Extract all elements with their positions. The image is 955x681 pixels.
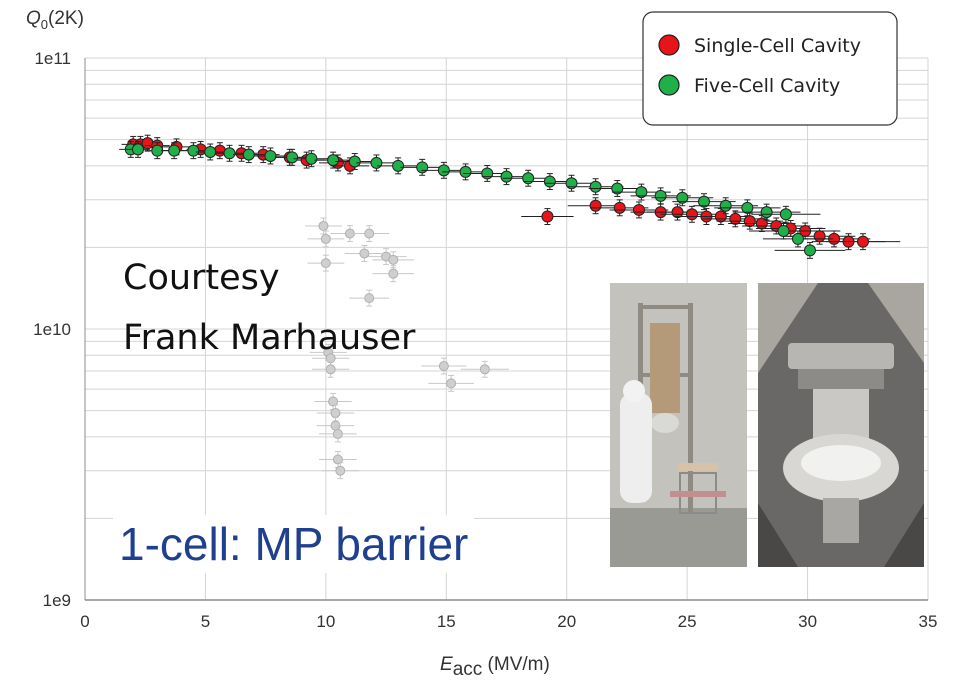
data-point (332, 454, 343, 465)
data-point (325, 364, 336, 375)
data-point (698, 195, 711, 208)
data-point (654, 189, 667, 202)
courtesy-annotation: Courtesy Frank Marhauser (123, 248, 415, 368)
data-point (437, 164, 450, 177)
data-point (305, 152, 318, 165)
axes: 0 5 10 15 20 25 30 35 1e9 1e10 1e11 Q0(2K) Eacc (MV/… (26, 8, 937, 680)
cleanroom-assembly-photo (610, 283, 747, 567)
x-tick-label: 0 (80, 612, 89, 631)
data-point (388, 254, 399, 265)
courtesy-line-1: Courtesy (123, 258, 280, 298)
data-point (348, 155, 361, 168)
data-point (318, 220, 329, 231)
y-tick-label: 1e9 (43, 591, 71, 610)
data-point (388, 268, 399, 279)
data-point (335, 465, 346, 476)
data-point (741, 201, 754, 214)
data-point (416, 161, 429, 174)
data-point (204, 145, 217, 158)
data-point (719, 199, 732, 212)
data-point (168, 144, 181, 157)
data-point (632, 203, 645, 216)
data-point (589, 180, 602, 193)
data-point (446, 378, 457, 389)
legend: Single-Cell Cavity Five-Cell Cavity (642, 11, 898, 126)
x-tick-label: 30 (798, 612, 817, 631)
data-point (543, 175, 556, 188)
data-point (500, 170, 513, 183)
data-point (370, 156, 383, 169)
x-tick-label: 25 (678, 612, 697, 631)
data-point (760, 206, 773, 219)
y-tick-label: 1e10 (33, 320, 71, 339)
data-point (522, 172, 535, 185)
data-point (676, 191, 689, 204)
data-point (714, 210, 727, 223)
data-point (856, 235, 869, 248)
data-point (327, 154, 340, 167)
data-point (286, 151, 299, 164)
data-point (459, 165, 472, 178)
data-point (671, 206, 684, 219)
data-point (541, 210, 554, 223)
series-2 (305, 217, 509, 480)
x-tick-label: 35 (919, 612, 938, 631)
data-point (803, 244, 816, 257)
data-point (364, 293, 375, 304)
data-point (589, 199, 602, 212)
data-point (635, 186, 648, 199)
data-point (438, 361, 449, 372)
data-point (481, 167, 494, 180)
cavity-hardware-photo (758, 283, 924, 567)
data-point (779, 208, 792, 221)
data-points (119, 134, 901, 480)
legend-marker (658, 74, 680, 96)
data-point (320, 258, 331, 269)
legend-label: Five-Cell Cavity (694, 75, 840, 97)
data-point (791, 232, 804, 245)
y-tick-label: 1e11 (34, 49, 71, 68)
data-point (330, 407, 341, 418)
data-point (332, 428, 343, 439)
series-1 (119, 140, 846, 259)
data-point (777, 224, 790, 237)
data-point (611, 182, 624, 195)
x-tick-label: 5 (201, 612, 210, 631)
data-point (685, 208, 698, 221)
legend-label: Single-Cell Cavity (694, 35, 861, 57)
data-point (328, 396, 339, 407)
data-point (187, 144, 200, 157)
data-point (320, 233, 331, 244)
courtesy-line-2: Frank Marhauser (123, 318, 416, 358)
data-point (364, 228, 375, 239)
data-point (131, 143, 144, 156)
data-point (613, 201, 626, 214)
mp-barrier-label: 1-cell: MP barrier (113, 515, 475, 573)
data-point (743, 215, 756, 228)
data-point (565, 177, 578, 190)
data-point (264, 149, 277, 162)
x-tick-label: 10 (316, 612, 335, 631)
data-point (242, 148, 255, 161)
x-tick-label: 20 (557, 612, 576, 631)
x-axis-title: Eacc (MV/m) (440, 654, 550, 680)
data-point (729, 212, 742, 225)
data-point (359, 248, 370, 259)
data-point (392, 159, 405, 172)
legend-box (642, 11, 898, 126)
x-tick-label: 15 (437, 612, 456, 631)
data-point (223, 147, 236, 160)
data-point (813, 230, 826, 243)
legend-marker (658, 34, 680, 56)
y-axis-title: Q0(2K) (26, 8, 84, 32)
data-point (479, 364, 490, 375)
gridlines (84, 57, 929, 601)
